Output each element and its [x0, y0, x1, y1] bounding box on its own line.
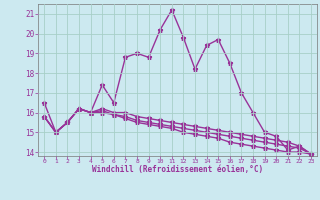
- X-axis label: Windchill (Refroidissement éolien,°C): Windchill (Refroidissement éolien,°C): [92, 165, 263, 174]
